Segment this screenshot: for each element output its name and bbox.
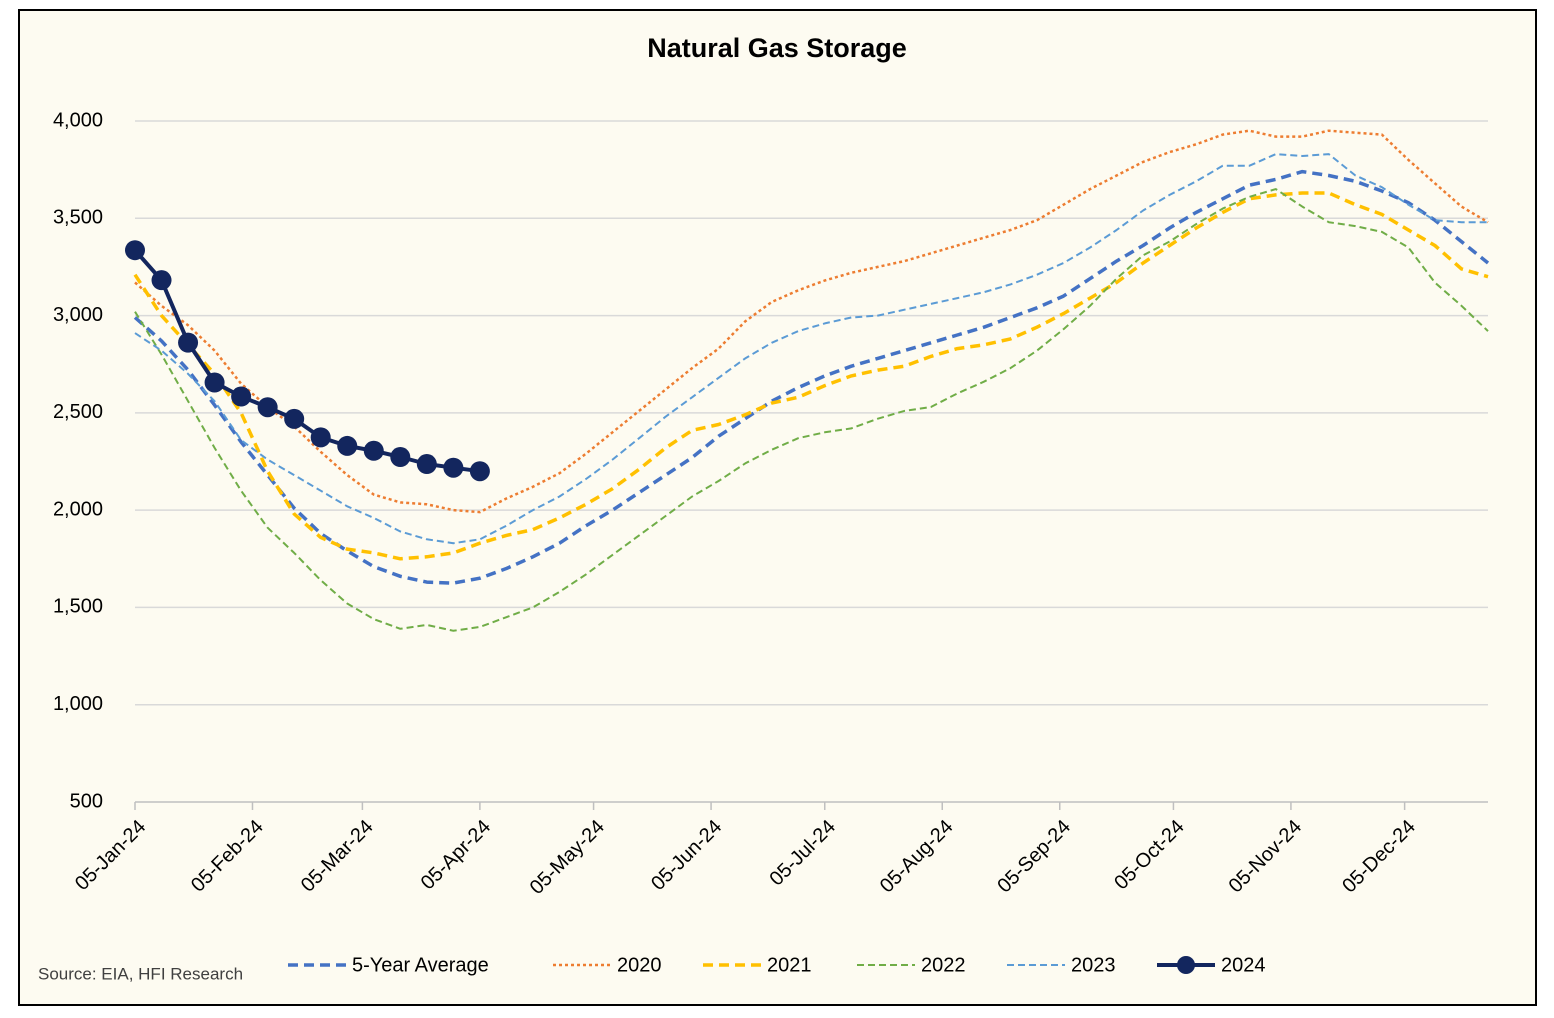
series-marker	[125, 240, 145, 261]
y-tick-label: 2,500	[53, 401, 103, 423]
legend-label: 5-Year Average	[352, 954, 489, 976]
legend-label: 2023	[1071, 954, 1116, 976]
series-marker	[443, 457, 464, 478]
y-tick-label: 1,000	[53, 693, 103, 715]
chart-frame	[18, 9, 1537, 1006]
series-marker	[469, 461, 490, 482]
y-tick-label: 2,000	[53, 498, 103, 520]
series-line	[134, 188, 1489, 632]
y-tick-label: 1,500	[53, 596, 103, 618]
legend-label: 2020	[617, 954, 662, 976]
series-marker	[151, 270, 172, 291]
chart-title: Natural Gas Storage	[647, 33, 907, 63]
source-note: Source: EIA, HFI Research	[38, 964, 243, 983]
series-marker	[231, 386, 252, 407]
series-marker	[178, 332, 199, 353]
legend-label: 2024	[1221, 954, 1266, 976]
series-line	[134, 153, 1488, 545]
y-tick-label: 3,000	[53, 304, 103, 326]
series-marker	[310, 427, 331, 448]
series-marker	[390, 447, 411, 468]
legend-label: 2022	[921, 954, 966, 976]
legend-marker	[1177, 956, 1195, 974]
y-tick-label: 500	[70, 790, 103, 812]
legend-label: 2021	[767, 954, 812, 976]
series-marker	[204, 372, 225, 393]
series-marker	[257, 397, 278, 418]
series-marker	[363, 440, 384, 461]
series-marker	[416, 454, 437, 475]
series-marker	[284, 408, 305, 429]
y-tick-label: 4,000	[53, 109, 103, 131]
series-marker	[337, 435, 358, 456]
y-tick-label: 3,500	[53, 207, 103, 229]
